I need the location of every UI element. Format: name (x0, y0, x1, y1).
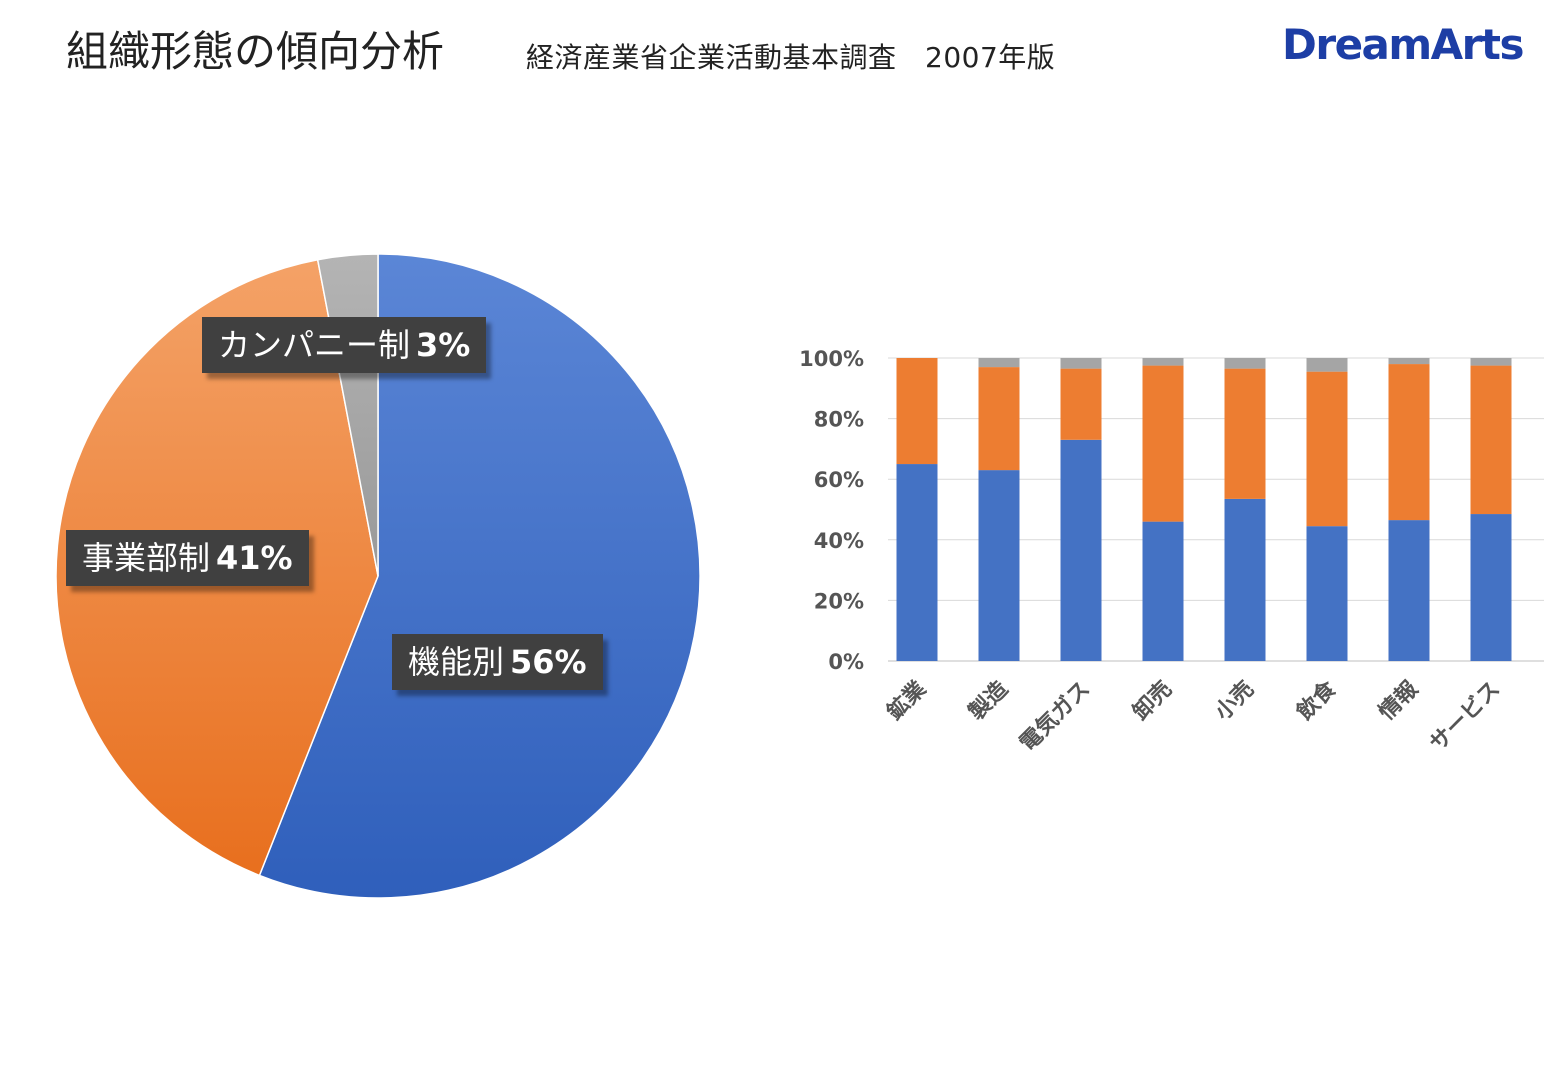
pie-label-name: カンパニー制 (218, 326, 411, 364)
y-tick-label: 0% (828, 650, 864, 674)
pie-slice-1 (258, 253, 701, 899)
bar-segment-1 (1060, 439, 1102, 661)
x-tick-label: サービス (1425, 677, 1505, 757)
bar-segment-1 (978, 470, 1020, 661)
bar-segment-2 (1470, 365, 1512, 515)
y-tick-label: 100% (799, 347, 864, 371)
bar-segment-2 (1224, 368, 1266, 499)
bar-segment-1 (896, 464, 938, 661)
page-title: 組織形態の傾向分析 (66, 27, 445, 76)
pie-label-name: 機能別 (408, 643, 505, 681)
pie-data-label-3: カンパニー制 3% (202, 317, 487, 373)
y-tick-label: 20% (814, 589, 864, 613)
y-tick-label: 60% (814, 468, 864, 492)
x-tick-label: 電気ガス (1015, 676, 1096, 757)
bar-segment-1 (1388, 520, 1430, 661)
pie-label-percent: 56% (510, 643, 587, 681)
pie-data-label-1: 機能別 56% (392, 634, 603, 690)
x-tick-label: 卸売 (1128, 676, 1178, 726)
x-tick-label: 鉱業 (882, 675, 932, 725)
pie-label-percent: 41% (216, 539, 293, 577)
bar-segment-1 (1306, 526, 1348, 661)
bar-segment-2 (896, 358, 938, 465)
x-tick-label: 飲食 (1291, 675, 1342, 726)
pie-label-name: 事業部制 (82, 539, 211, 577)
bar-segment-1 (1142, 521, 1184, 661)
page-subtitle: 経済産業省企業活動基本調査 2007年版 (526, 41, 1056, 74)
bar-segment-1 (1470, 514, 1512, 661)
pie-data-label-2: 事業部制 41% (66, 530, 309, 586)
bar-segment-3 (1306, 358, 1348, 372)
bar-segment-3 (1060, 358, 1102, 369)
bar-segment-2 (1142, 365, 1184, 522)
bar-segment-3 (1224, 358, 1266, 369)
x-tick-label: 製造 (963, 676, 1013, 726)
bar-segment-2 (1060, 368, 1102, 440)
dreamarts-logo: DreamArts (1282, 20, 1524, 69)
bar-segment-3 (1470, 358, 1512, 366)
bar-segment-3 (1388, 358, 1430, 365)
bar-segment-2 (1306, 371, 1348, 527)
x-tick-label: 情報 (1374, 675, 1424, 725)
pie-label-percent: 3% (416, 326, 471, 364)
bar-segment-2 (1388, 364, 1430, 521)
stacked-bar-chart: 0% 20% 40% 60% 80% 100% 鉱業 製造 電気ガス 卸売 小売 飲食 情報 サービス (799, 347, 1544, 756)
bar-segment-1 (1224, 498, 1266, 661)
x-tick-label: 小売 (1210, 676, 1260, 726)
y-tick-label: 40% (814, 529, 864, 553)
y-tick-label: 80% (814, 408, 864, 432)
bar-segment-3 (978, 358, 1020, 368)
bar-segment-2 (978, 367, 1020, 471)
bar-segment-3 (1142, 358, 1184, 366)
